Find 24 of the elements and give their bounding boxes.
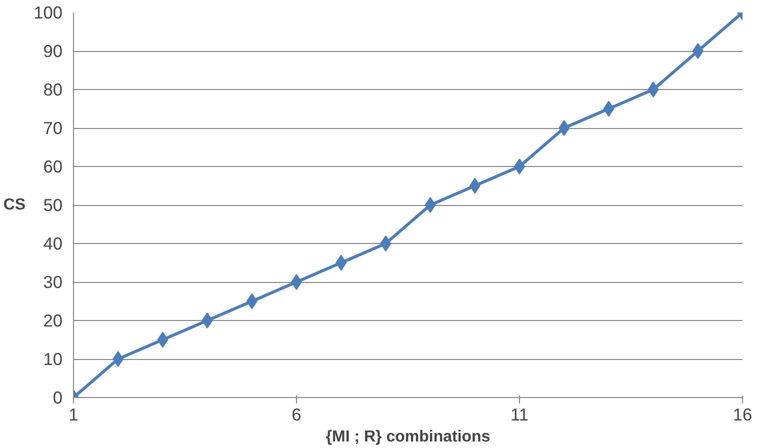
x-tick-label: 1 [68, 404, 78, 424]
y-axis-title: CS [3, 196, 26, 214]
point [380, 236, 392, 252]
y-tick-label: 10 [43, 349, 63, 369]
x-tick-label: 6 [292, 404, 302, 424]
point [424, 197, 436, 213]
point [648, 82, 659, 98]
y-tick-label: 90 [43, 41, 63, 61]
x-tick-label: 16 [732, 404, 752, 424]
y-tick-label: 100 [34, 2, 63, 22]
y-tick-label: 80 [43, 80, 63, 100]
y-tick-label: 50 [43, 195, 63, 215]
point [202, 312, 213, 328]
x-axis-title: {MI ; R} combinations [326, 428, 490, 446]
y-tick-label: 0 [52, 388, 63, 408]
x-tick-label: 11 [510, 404, 529, 424]
y-tick-label: 30 [43, 272, 63, 292]
y-tick-label: 40 [43, 234, 63, 254]
y-tick-label: 20 [43, 310, 63, 330]
y-tick-label: 70 [43, 118, 63, 138]
point [112, 351, 124, 367]
y-tick-label: 60 [43, 156, 63, 176]
point [558, 120, 570, 136]
point [692, 43, 704, 59]
